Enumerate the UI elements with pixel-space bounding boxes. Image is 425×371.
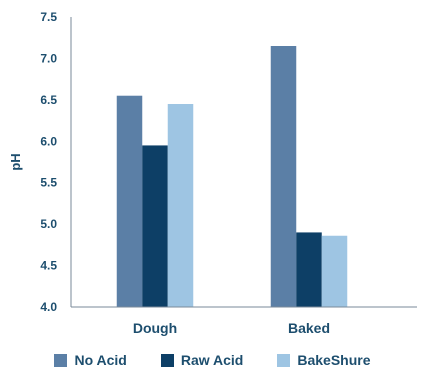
- y-tick-label: 6.0: [40, 134, 57, 148]
- bar-raw-acid-dough: [142, 145, 168, 307]
- bars: [116, 46, 348, 307]
- bar-bakeshure-dough: [167, 104, 194, 307]
- legend: No Acid Raw Acid BakeShure: [0, 352, 425, 368]
- legend-item-bakeshure: BakeShure: [277, 352, 371, 368]
- category-label-baked: Baked: [288, 320, 330, 336]
- y-tick-label: 4.5: [40, 259, 57, 273]
- legend-label-no-acid: No Acid: [74, 352, 127, 368]
- legend-swatch-no-acid: [54, 353, 68, 367]
- bar-raw-acid-baked: [296, 232, 322, 307]
- legend-label-bakeshure: BakeShure: [297, 352, 371, 368]
- y-tick-label: 6.5: [40, 93, 57, 107]
- legend-swatch-raw-acid: [160, 353, 174, 367]
- y-tick-label: 7.0: [40, 51, 57, 65]
- legend-item-raw-acid: Raw Acid: [160, 352, 244, 368]
- y-tick-label: 5.0: [40, 217, 57, 231]
- legend-item-no-acid: No Acid: [54, 352, 127, 368]
- legend-label-raw-acid: Raw Acid: [180, 352, 244, 368]
- y-axis-title: pH: [8, 153, 23, 170]
- bar-bakeshure-baked: [321, 235, 348, 307]
- category-label-dough: Dough: [133, 320, 177, 336]
- category-labels: Dough Baked: [133, 320, 330, 336]
- legend-swatch-bakeshure: [277, 353, 291, 367]
- y-tick-label: 4.0: [40, 300, 57, 314]
- bar-no-acid-baked: [270, 46, 297, 307]
- bar-no-acid-dough: [116, 95, 143, 307]
- y-tick-labels: 4.0 4.5 5.0 5.5 6.0 6.5 7.0 7.5: [40, 10, 57, 314]
- y-tick-label: 7.5: [40, 10, 57, 24]
- y-tick-label: 5.5: [40, 176, 57, 190]
